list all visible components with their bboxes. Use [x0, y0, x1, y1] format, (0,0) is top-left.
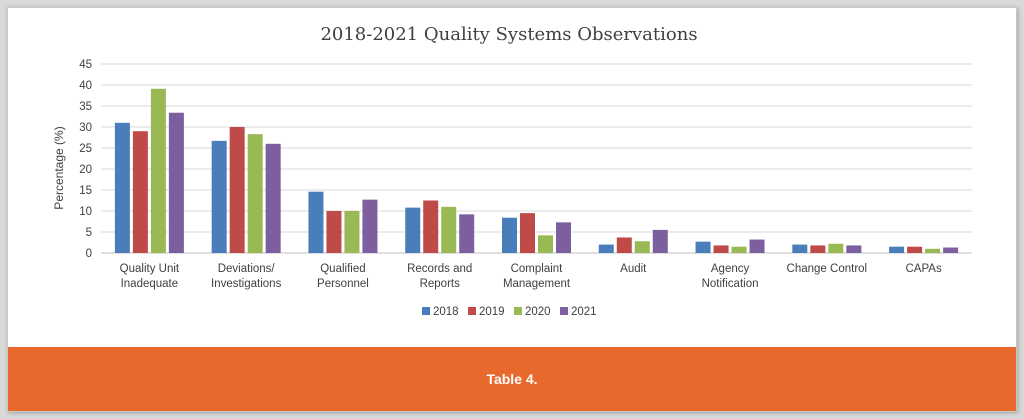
chart-title: 2018-2021 Quality Systems Observations	[320, 24, 697, 45]
bar-2019	[423, 200, 439, 253]
bar-2018	[695, 241, 711, 253]
bar-2020	[150, 88, 166, 253]
bar-2021	[459, 214, 475, 253]
x-category-labels: Quality Unit Inadequate Deviations/Investi…	[120, 263, 942, 290]
x-category-label: Agency Notification	[702, 263, 759, 290]
y-tick-label: 30	[79, 122, 92, 134]
y-axis-label: Percentage (%)	[52, 126, 66, 209]
bar-2019	[229, 127, 245, 253]
bar-2020	[925, 248, 941, 253]
bar-2019	[616, 237, 632, 253]
y-tick-label: 40	[79, 80, 92, 92]
bar-2018	[889, 246, 905, 253]
bar-2020	[828, 243, 844, 253]
y-tick-label: 45	[79, 59, 92, 71]
bar-2019	[907, 246, 923, 253]
bar-2018	[405, 207, 421, 253]
bar-2020	[344, 211, 360, 253]
legend-label-2020: 2020	[525, 306, 551, 318]
x-category-label: Complaint Management	[503, 263, 571, 290]
bar-2019	[520, 213, 535, 253]
legend: 2018 2019 2020 2021	[422, 306, 597, 318]
bar-2018	[114, 122, 130, 253]
y-tick-label: 10	[79, 206, 92, 218]
x-category-label: Quality Unit Inadequate	[120, 263, 180, 290]
bar-2020	[247, 134, 263, 253]
bar-2021	[943, 247, 959, 253]
bar-2018	[598, 244, 614, 253]
y-tick-label: 5	[86, 227, 92, 239]
legend-swatch-2019	[468, 307, 476, 315]
bar-2021	[556, 222, 571, 253]
bar-2019	[810, 245, 826, 253]
caption-bar: Table 4.	[8, 347, 1016, 411]
x-category-label: CAPAs	[906, 263, 942, 275]
bar-2018	[502, 217, 517, 253]
y-tick-label: 25	[79, 143, 92, 155]
bar-2020	[538, 235, 553, 253]
legend-label-2019: 2019	[479, 306, 505, 318]
legend-label-2018: 2018	[433, 306, 459, 318]
bar-2021	[652, 229, 668, 253]
bar-2018	[308, 191, 324, 253]
y-ticks: 0 5 10 15 20 25 30 35 40 45	[79, 59, 92, 260]
legend-swatch-2021	[560, 307, 568, 315]
y-tick-label: 15	[79, 185, 92, 197]
bar-2019	[326, 211, 342, 253]
y-tick-label: 35	[79, 101, 92, 113]
gridlines	[101, 63, 972, 254]
x-category-label: Deviations/Investigations	[211, 263, 282, 290]
bar-2020	[634, 241, 650, 253]
legend-swatch-2018	[422, 307, 430, 315]
bars	[114, 88, 959, 253]
x-category-label: Audit	[620, 263, 647, 275]
bar-2019	[713, 245, 729, 253]
bar-2021	[168, 112, 184, 253]
bar-2020	[441, 206, 457, 253]
bar-2021	[846, 245, 862, 253]
bar-2018	[792, 244, 808, 253]
table-caption: Table 4.	[486, 371, 538, 387]
y-tick-label: 20	[79, 164, 92, 176]
bar-2021	[265, 143, 281, 253]
chart-frame: 2018-2021 Quality Systems Observations P…	[7, 7, 1017, 412]
bar-2018	[211, 140, 227, 253]
bar-2021	[749, 239, 765, 253]
legend-label-2021: 2021	[571, 306, 597, 318]
legend-swatch-2020	[514, 307, 522, 315]
x-category-label: Records and Reports	[407, 263, 472, 290]
x-category-label: Qualified Personnel	[317, 263, 369, 290]
bar-2019	[132, 131, 148, 253]
bar-2021	[362, 199, 378, 253]
bar-2020	[731, 246, 747, 253]
x-category-label: Change Control	[787, 263, 868, 275]
bar-chart: 2018-2021 Quality Systems Observations P…	[52, 24, 972, 318]
y-tick-label: 0	[86, 248, 92, 260]
